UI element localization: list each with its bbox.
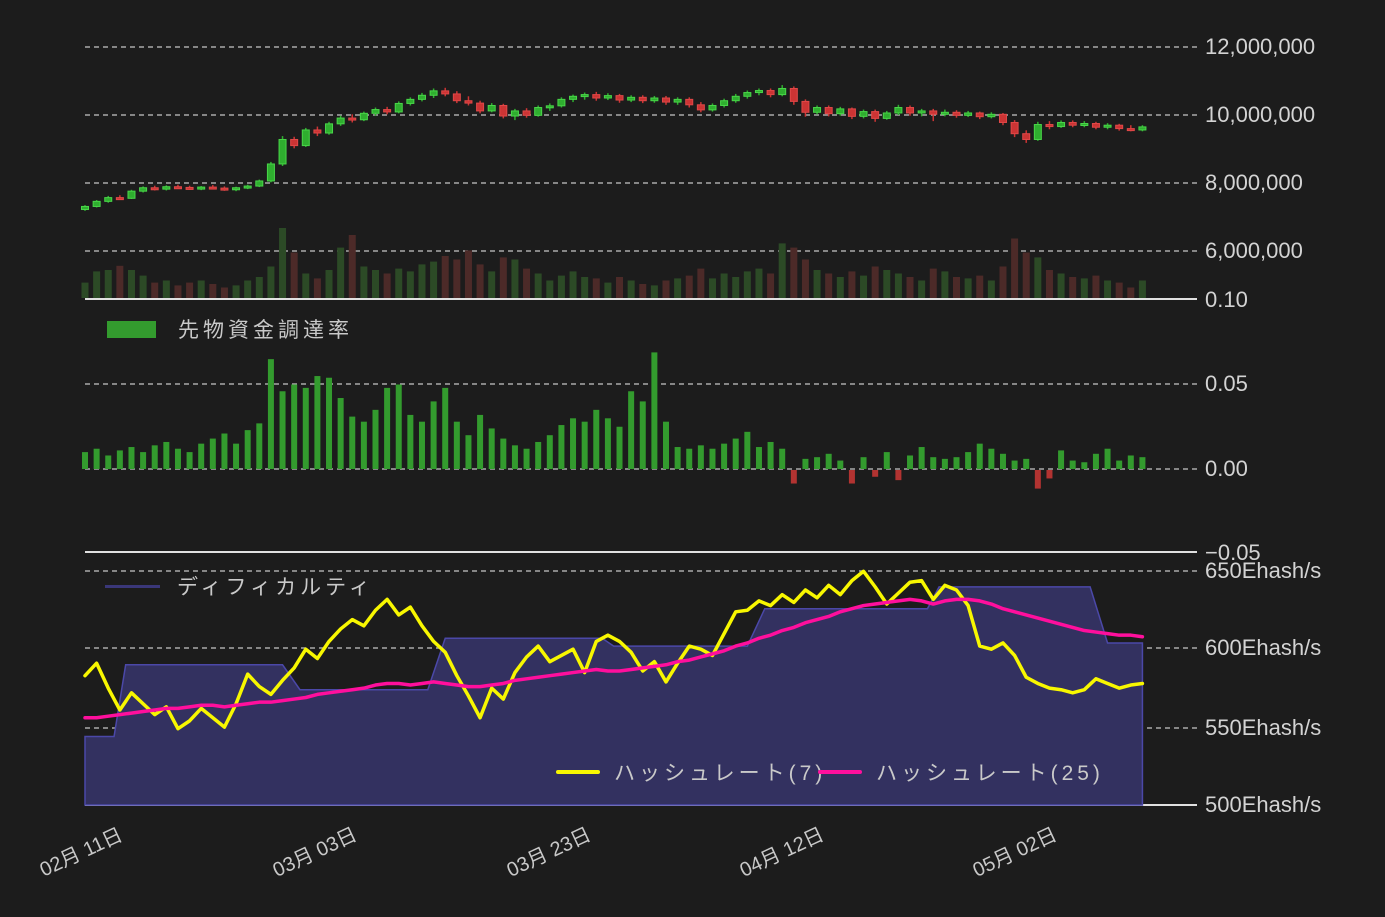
hashrate-axis-label: 550Ehash/s: [1205, 715, 1322, 740]
funding-rate-label: 先物資金調達率: [178, 319, 353, 342]
funding-axis-label: −0.05: [1205, 540, 1261, 565]
price-axis-label: 10,000,000: [1205, 102, 1316, 127]
funding-axis-label: 0.10: [1205, 287, 1248, 312]
hashrate-25-swatch: [818, 770, 862, 774]
price-axis-label: 8,000,000: [1205, 170, 1303, 195]
funding-rate-swatch: [107, 320, 156, 338]
legend-hashrate-7[interactable]: ハッシュレート(7): [556, 757, 826, 787]
hashrate-7-label: ハッシュレート(7): [614, 762, 827, 785]
hashrate-axis-label: 650Ehash/s: [1205, 558, 1322, 583]
legend-funding-rate[interactable]: 先物資金調達率: [107, 314, 353, 344]
hashrate-7-swatch: [556, 770, 600, 774]
legend-hashrate-25[interactable]: ハッシュレート(25): [818, 757, 1104, 787]
legend-difficulty[interactable]: ディフィカルティ: [105, 572, 374, 600]
hashrate-axis-label: 500Ehash/s: [1205, 792, 1322, 817]
funding-axis-label: 0.00: [1205, 456, 1248, 481]
funding-axis-label: 0.05: [1205, 371, 1248, 396]
price-axis-label: 6,000,000: [1205, 238, 1303, 263]
price-axis-label: 12,000,000: [1205, 34, 1316, 59]
hashrate-25-label: ハッシュレート(25): [876, 762, 1104, 785]
hashrate-axis-label: 600Ehash/s: [1205, 635, 1322, 660]
difficulty-label: ディフィカルティ: [177, 576, 374, 599]
difficulty-swatch: [105, 584, 160, 588]
